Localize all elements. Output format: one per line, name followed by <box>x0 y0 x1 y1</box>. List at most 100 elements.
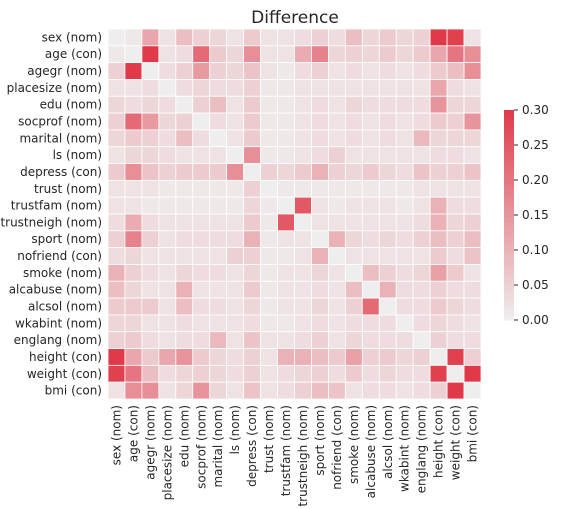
heatmap-cell <box>463 314 482 333</box>
heatmap-cell <box>446 213 465 232</box>
heatmap-cell <box>311 163 329 181</box>
colorbar-segment <box>504 243 514 248</box>
heatmap-cell <box>328 62 346 80</box>
heatmap-cell <box>412 163 431 181</box>
heatmap-cell <box>328 280 346 299</box>
heatmap-cell <box>107 146 126 164</box>
colorbar-segment <box>504 190 514 195</box>
heatmap-cell <box>107 314 126 333</box>
heatmap-cell <box>209 230 228 249</box>
y-axis-labels: sex (nom) age (con) agegr (nom) placesize (… <box>0 30 102 397</box>
heatmap-cell <box>141 247 160 265</box>
colorbar-segment <box>504 197 514 202</box>
heatmap-cell <box>192 163 211 181</box>
heatmap-cell <box>141 179 160 198</box>
heatmap-cell <box>158 112 177 131</box>
heatmap-cell <box>328 348 346 366</box>
x-tick-label: agegr (nom) <box>143 405 157 480</box>
heatmap-cell <box>294 179 312 198</box>
heatmap-cell <box>294 45 312 64</box>
heatmap-cell <box>311 280 329 299</box>
heatmap-cell <box>192 297 211 316</box>
heatmap-cell <box>141 297 160 316</box>
heatmap-cell <box>243 314 261 333</box>
heatmap-cell <box>429 230 448 249</box>
heatmap-cell <box>463 146 482 164</box>
heatmap-cell <box>158 95 177 114</box>
y-tick-label: height (con) <box>29 350 102 364</box>
heatmap-cell <box>141 163 160 181</box>
heatmap-cell <box>361 163 380 181</box>
heatmap-cell <box>243 45 261 64</box>
heatmap-cell <box>361 129 380 148</box>
colorbar-segment <box>504 131 514 136</box>
y-tick-label: trustfam (nom) <box>11 199 102 213</box>
heatmap-cell <box>446 348 465 366</box>
heatmap-cell <box>175 280 194 299</box>
heatmap-cell <box>361 62 380 80</box>
heatmap-cell <box>158 264 177 282</box>
heatmap-cell <box>277 196 295 215</box>
heatmap-cell <box>141 95 160 114</box>
heatmap-cell <box>361 348 380 366</box>
heatmap-cell <box>294 146 312 164</box>
heatmap-cell <box>446 297 465 316</box>
colorbar-segment <box>504 162 514 167</box>
colorbar-segment <box>504 141 514 146</box>
heatmap-cell <box>463 79 482 97</box>
heatmap-cell <box>260 331 278 349</box>
heatmap-cell <box>141 230 160 249</box>
heatmap-cell <box>124 163 143 181</box>
colorbar-segment <box>504 187 514 192</box>
heatmap-cell <box>192 62 211 80</box>
heatmap-cell <box>463 62 482 80</box>
heatmap-cell <box>378 163 397 181</box>
heatmap-cell <box>260 364 278 383</box>
heatmap-cell <box>209 331 228 349</box>
colorbar-segment <box>504 166 514 171</box>
heatmap-cell <box>344 79 363 97</box>
heatmap-cell <box>361 179 380 198</box>
heatmap-cell <box>328 213 346 232</box>
heatmap-cell <box>107 45 126 64</box>
heatmap-cell <box>260 45 278 64</box>
x-tick-label: trustneigh (nom) <box>296 405 310 507</box>
heatmap-cell <box>141 45 160 64</box>
heatmap-cell <box>344 129 363 148</box>
heatmap-cell <box>243 230 261 249</box>
heatmap-cell <box>361 264 380 282</box>
heatmap-cell <box>107 163 126 181</box>
heatmap-cell <box>294 280 312 299</box>
heatmap-cell <box>361 95 380 114</box>
heatmap-cell <box>412 314 431 333</box>
colorbar-segment <box>504 204 514 209</box>
heatmap-cell <box>395 146 414 164</box>
heatmap-cell <box>294 129 312 148</box>
heatmap-cell <box>124 179 143 198</box>
heatmap-cell <box>192 247 211 265</box>
y-tick-label: alcsol (nom) <box>28 300 102 314</box>
heatmap-cell <box>141 79 160 97</box>
heatmap-cell <box>429 280 448 299</box>
colorbar-segment <box>504 281 514 286</box>
heatmap-cell <box>344 28 363 47</box>
heatmap-cell <box>412 280 431 299</box>
heatmap-cell <box>412 79 431 97</box>
heatmap-cell <box>328 196 346 215</box>
heatmap-cell <box>260 280 278 299</box>
heatmap-cell <box>209 129 228 148</box>
heatmap-cell <box>446 381 465 400</box>
heatmap-cell <box>141 129 160 148</box>
heatmap-cell <box>328 230 346 249</box>
heatmap-cell <box>311 381 329 400</box>
colorbar-segment <box>504 145 514 150</box>
heatmap-cell <box>344 348 363 366</box>
heatmap-cell <box>175 79 194 97</box>
heatmap-cell <box>429 247 448 265</box>
heatmap-cell <box>226 79 245 97</box>
x-tick-label: bmi (con) <box>466 405 480 462</box>
heatmap-cell <box>395 247 414 265</box>
heatmap-cell <box>378 247 397 265</box>
y-tick-label: edu (nom) <box>40 98 102 112</box>
y-tick-label: sex (nom) <box>42 30 102 44</box>
